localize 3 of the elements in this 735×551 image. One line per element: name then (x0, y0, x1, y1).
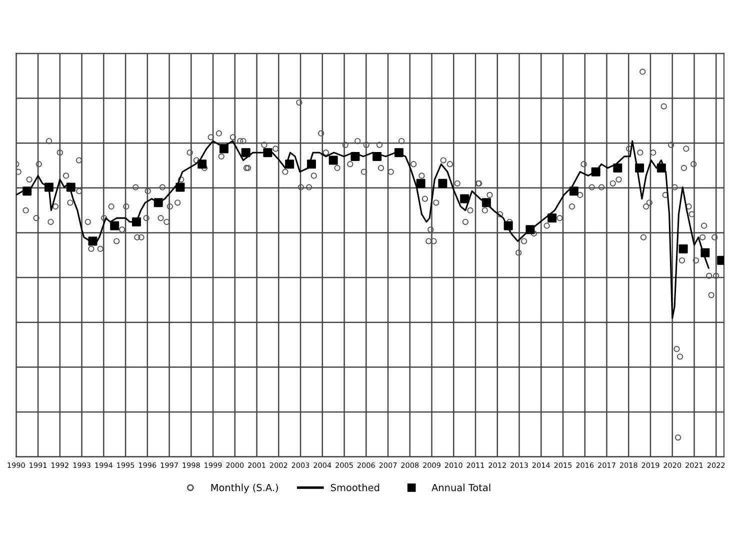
legend-label: Smoothed (330, 484, 380, 492)
legend-label: Monthly (S.A.) (211, 484, 278, 494)
legend-label: Annual Total (432, 484, 490, 492)
